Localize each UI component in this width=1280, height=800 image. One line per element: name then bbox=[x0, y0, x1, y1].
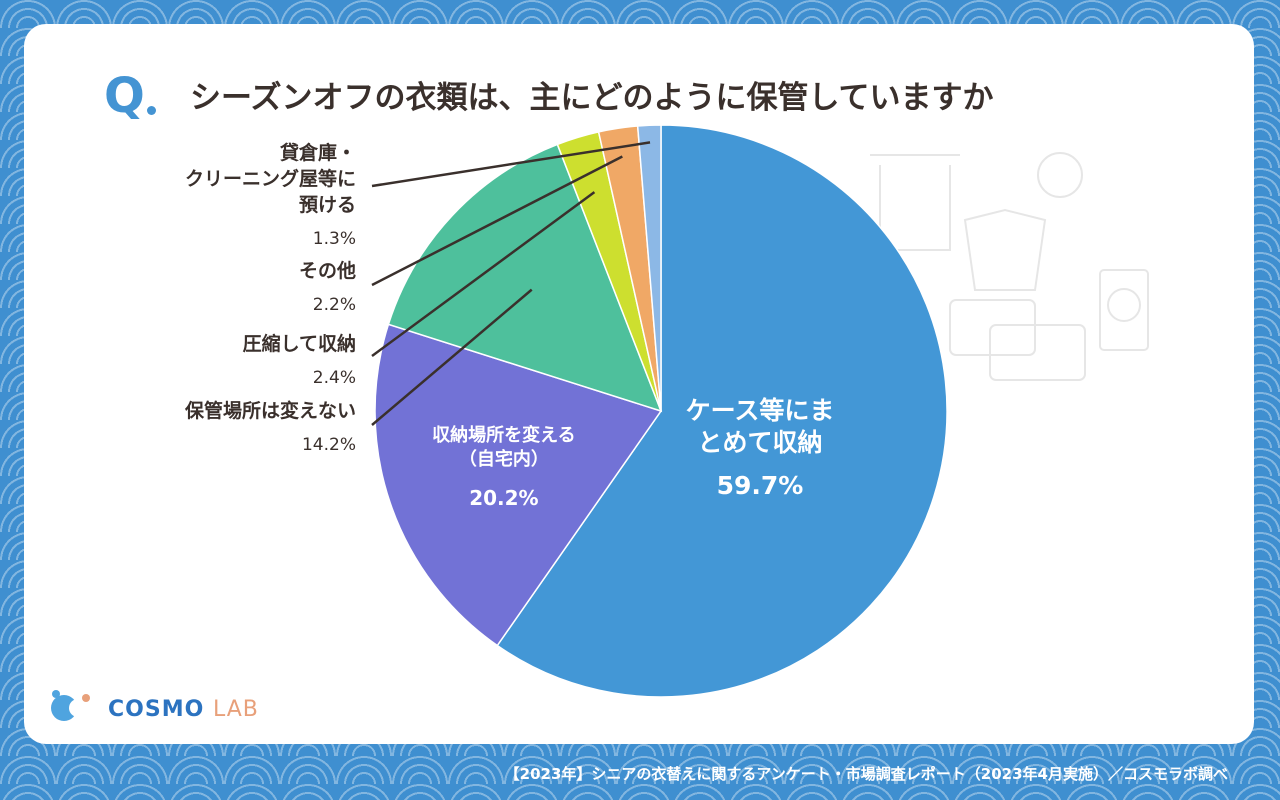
leader-line bbox=[371, 191, 596, 358]
slice-label: 貸倉庫・ クリーニング屋等に 預ける 1.3% bbox=[185, 140, 356, 252]
slice-label-value: 59.7% bbox=[716, 471, 804, 500]
chart-title: シーズンオフの衣類は、主にどのように保管していますか bbox=[190, 80, 994, 116]
cosmo-lab-logo-icon bbox=[51, 690, 90, 721]
logo-brand: COSMO bbox=[108, 697, 205, 722]
slice-label-name: ケース等にま とめて収納 bbox=[685, 396, 835, 457]
source-footer: 【2023年】シニアの衣替えに関するアンケート・市場調査レポート（2023年4月… bbox=[504, 765, 1228, 783]
background-illustration bbox=[870, 152, 1149, 381]
slice-label-value: 14.2% bbox=[301, 435, 356, 455]
slice-label-value: 1.3% bbox=[312, 229, 356, 249]
slice-label-name: その他 bbox=[298, 260, 356, 282]
slice-label-name: 収納場所を変える （自宅内） bbox=[432, 425, 576, 471]
pie-slice bbox=[496, 124, 948, 698]
slice-label: その他 2.2% bbox=[299, 258, 356, 318]
slice-label-value: 2.4% bbox=[312, 368, 356, 388]
slice-label-value: 20.2% bbox=[469, 486, 539, 511]
question-mark: Q bbox=[104, 68, 145, 124]
slice-label: 収納場所を変える （自宅内） 20.2% bbox=[409, 424, 599, 510]
slice-label-name: 圧縮して収納 bbox=[242, 333, 356, 355]
pie-slice bbox=[387, 143, 663, 413]
slice-label-name: 保管場所は変えない bbox=[184, 400, 356, 422]
slice-label: ケース等にま とめて収納 59.7% bbox=[655, 395, 865, 500]
leader-line bbox=[371, 141, 651, 188]
slice-label-name: 貸倉庫・ クリーニング屋等に 預ける bbox=[184, 142, 356, 216]
slice-label: 圧縮して収納 2.4% bbox=[243, 331, 356, 391]
pie-slice bbox=[636, 124, 662, 412]
leader-line bbox=[371, 288, 533, 426]
logo-wordmark: COSMO LAB bbox=[108, 697, 259, 722]
slice-label-value: 2.2% bbox=[312, 295, 356, 315]
question-mark-dot bbox=[147, 106, 156, 115]
pie-slice bbox=[374, 323, 663, 647]
logo-suffix: LAB bbox=[212, 697, 259, 722]
slice-label: 保管場所は変えない 14.2% bbox=[185, 398, 356, 458]
leader-line bbox=[371, 155, 623, 287]
